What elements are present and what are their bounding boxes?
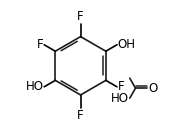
Text: HO: HO [25,80,44,93]
Text: OH: OH [118,38,136,51]
Text: F: F [77,10,84,23]
Text: F: F [77,109,84,122]
Text: F: F [37,38,44,51]
Text: F: F [118,80,124,93]
Text: HO: HO [111,92,129,105]
Text: O: O [148,82,157,95]
